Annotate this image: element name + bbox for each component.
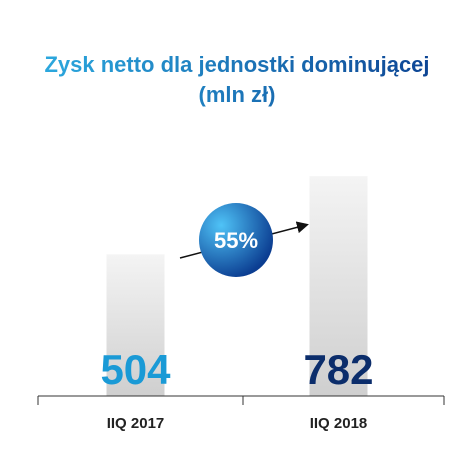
growth-badge-text: 55%	[214, 228, 258, 253]
value-label-2: 782	[303, 346, 373, 393]
value-label-1: 504	[100, 346, 171, 393]
x-tick-label-2: IIQ 2018	[310, 415, 368, 432]
bar-2	[309, 176, 368, 396]
growth-badge	[199, 203, 273, 277]
x-tick-label-1: IIQ 2017	[107, 415, 165, 432]
bar-1	[106, 254, 165, 396]
